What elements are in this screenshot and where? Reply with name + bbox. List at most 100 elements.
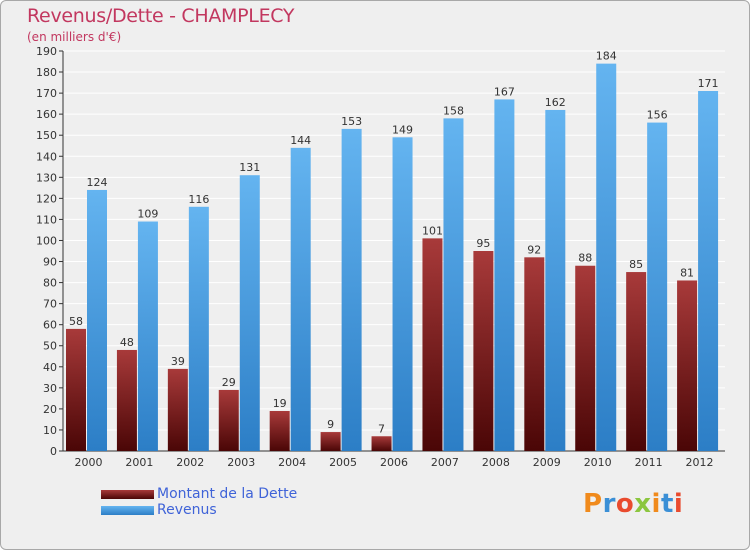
legend-swatch-dette [101,490,154,499]
x-tick-label: 2004 [278,456,306,469]
y-tick-label: 50 [43,340,57,353]
bar-revenus [290,147,311,451]
data-label-dette: 19 [273,397,287,410]
bar-revenus [494,99,515,451]
x-tick-label: 2005 [329,456,357,469]
y-tick-label: 0 [50,445,57,458]
bar-revenus [443,118,464,452]
y-tick-label: 40 [43,361,57,374]
data-label-revenus: 184 [596,50,617,63]
bar-dette [575,265,596,451]
data-label-revenus: 149 [392,123,413,136]
y-tick-label: 130 [36,171,57,184]
data-label-dette: 7 [378,422,385,435]
bars [66,63,719,452]
data-label-revenus: 131 [239,161,260,174]
data-labels: 58 124 48 109 39 116 29 131 19 144 9 153 7 149 101 158 9… [69,50,719,436]
data-label-dette: 39 [171,355,185,368]
y-tick-label: 180 [36,66,57,79]
bar-dette [218,389,239,451]
bar-dette [473,251,494,451]
y-tick-label: 30 [43,382,57,395]
x-tick-label: 2007 [431,456,459,469]
y-tick-label: 70 [43,298,57,311]
data-label-dette: 9 [327,418,334,431]
legend-label-dette: Montant de la Dette [157,486,298,502]
logo-letter: P [583,489,603,519]
y-tick-label: 140 [36,150,57,163]
bar-dette [116,349,137,451]
data-label-revenus: 116 [188,193,209,206]
bar-revenus [341,128,362,451]
chart-title: Revenus/Dette - CHAMPLECY [27,5,295,27]
bar-revenus [698,91,719,451]
bar-dette [167,368,188,451]
data-label-revenus: 167 [494,85,515,98]
x-tick-label: 2009 [533,456,561,469]
data-label-dette: 95 [476,237,490,250]
bar-dette [269,411,290,451]
bar-revenus [647,122,668,451]
data-label-dette: 85 [629,258,643,271]
data-label-dette: 101 [422,224,443,237]
logo-letter: i [673,489,684,519]
data-label-revenus: 158 [443,104,464,117]
logo-letter: o [615,489,635,519]
data-label-dette: 48 [120,336,134,349]
y-tick-label: 100 [36,234,57,247]
y-tick-label: 160 [36,108,57,121]
data-label-revenus: 171 [698,77,719,90]
bar-dette [626,272,647,451]
proxiti-logo: Proxiti [583,489,683,519]
y-tick-label: 190 [36,45,57,58]
bar-dette [66,328,86,451]
bar-revenus [596,63,617,451]
data-label-dette: 81 [680,266,694,279]
bar-revenus [137,221,158,451]
logo-letter: r [602,489,616,519]
legend-label-revenus: Revenus [157,502,217,518]
bar-dette [371,436,392,451]
bar-revenus [545,109,566,452]
bar-revenus [87,189,107,451]
x-tick-label: 2011 [635,456,663,469]
bar-dette [422,238,443,451]
data-label-revenus: 124 [87,176,108,189]
x-tick-label: 2002 [176,456,204,469]
y-tick-label: 110 [36,213,57,226]
data-label-dette: 88 [578,252,592,265]
chart-subtitle: (en milliers d'€) [27,30,122,44]
legend-swatch-revenus [101,506,154,515]
data-label-revenus: 153 [341,115,362,128]
x-tick-label: 2000 [74,456,102,469]
y-tick-label: 170 [36,87,57,100]
x-tick-label: 2006 [380,456,408,469]
bar-dette [320,432,341,451]
x-tick-label: 2012 [686,456,714,469]
x-tick-label: 2003 [227,456,255,469]
y-tick-label: 90 [43,256,57,269]
bar-revenus [392,137,413,451]
logo-letter: i [651,489,661,519]
x-tick-label: 2001 [125,456,153,469]
data-label-revenus: 109 [137,208,158,221]
bar-revenus [188,206,209,451]
bar-dette [524,257,545,451]
x-tick-label: 2008 [482,456,510,469]
y-tick-label: 60 [43,319,57,332]
y-tick-label: 20 [43,403,57,416]
bar-dette [677,280,698,451]
data-label-revenus: 156 [647,109,668,122]
logo-letter: x [634,489,652,519]
y-tick-label: 120 [36,192,57,205]
logo-letter: t [660,489,674,519]
data-label-dette: 29 [222,376,236,389]
data-label-dette: 92 [527,243,541,256]
y-tick-label: 150 [36,129,57,142]
data-label-revenus: 162 [545,96,566,109]
data-label-dette: 58 [69,315,83,328]
y-tick-label: 80 [43,277,57,290]
bar-revenus [239,175,260,452]
